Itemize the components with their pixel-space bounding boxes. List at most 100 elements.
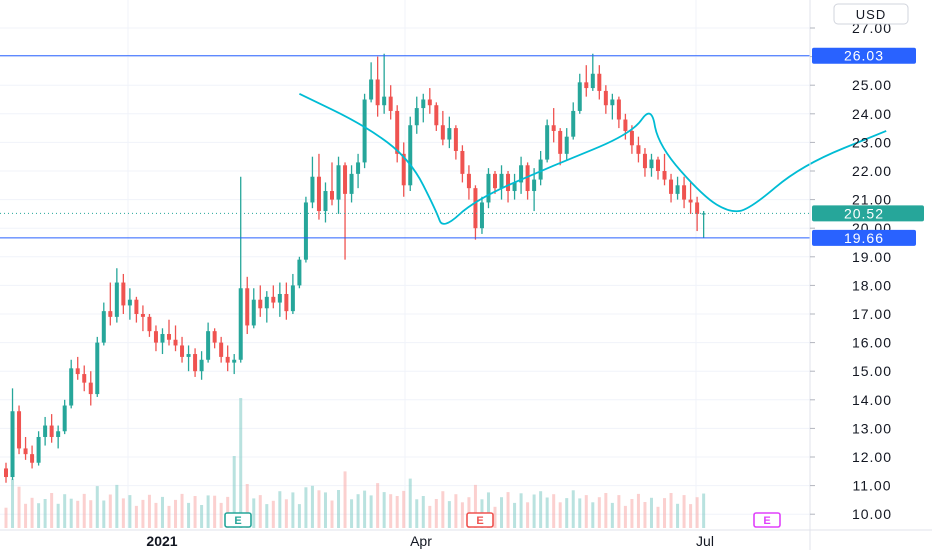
candle-body bbox=[193, 354, 198, 372]
candle-body bbox=[160, 334, 165, 343]
candle-body bbox=[532, 179, 537, 192]
volume-bar bbox=[160, 496, 164, 528]
volume-bar bbox=[689, 504, 693, 528]
volume-bar bbox=[63, 494, 67, 528]
volume-bar bbox=[102, 500, 106, 528]
volume-bar bbox=[428, 505, 432, 528]
currency-button[interactable]: USD bbox=[833, 3, 909, 25]
volume-bar bbox=[571, 490, 575, 528]
volume-bar bbox=[486, 492, 490, 528]
candle-body bbox=[232, 359, 237, 363]
horizontal-lines[interactable] bbox=[0, 55, 810, 239]
volume-bar bbox=[95, 486, 99, 528]
volume-bar bbox=[271, 500, 275, 528]
candle-body bbox=[499, 173, 504, 189]
projection-path[interactable] bbox=[299, 92, 887, 225]
volume-bar bbox=[350, 499, 354, 528]
volume-bar bbox=[473, 484, 477, 528]
candle-body bbox=[36, 436, 41, 463]
earnings-marker-label: E bbox=[763, 515, 770, 527]
candle-body bbox=[180, 345, 185, 357]
volume-bar bbox=[421, 496, 425, 528]
candle-body bbox=[571, 110, 576, 137]
candle-body bbox=[4, 468, 8, 478]
volume-bar bbox=[82, 493, 86, 528]
volume-bar bbox=[636, 493, 640, 528]
volume-bar bbox=[441, 491, 445, 528]
candle-body bbox=[225, 356, 230, 363]
volume-bar bbox=[213, 495, 217, 528]
candle-body bbox=[114, 282, 119, 317]
candle-body bbox=[682, 185, 687, 200]
volume-bar bbox=[369, 495, 373, 528]
candle-body bbox=[343, 165, 348, 194]
volume-bars bbox=[4, 398, 706, 528]
price-tick-label: 24.00 bbox=[852, 106, 892, 122]
candle-body bbox=[147, 316, 152, 332]
candle-body bbox=[584, 82, 589, 89]
earnings-marker[interactable]: E bbox=[753, 512, 781, 528]
candlesticks bbox=[4, 53, 706, 483]
volume-bar bbox=[297, 504, 301, 528]
candle-body bbox=[695, 202, 700, 214]
volume-bar bbox=[558, 502, 562, 528]
time-tick-label: 2021 bbox=[146, 533, 177, 549]
candle-body bbox=[506, 173, 511, 192]
earnings-marker[interactable]: E bbox=[466, 512, 494, 528]
volume-bar bbox=[434, 499, 438, 528]
candle-body bbox=[23, 448, 28, 455]
candle-body bbox=[264, 296, 269, 309]
candle-body bbox=[316, 176, 321, 212]
candle-body bbox=[649, 159, 654, 169]
candle-body bbox=[212, 331, 217, 343]
volume-bar bbox=[265, 504, 269, 528]
volume-bar bbox=[591, 502, 595, 528]
earnings-marker[interactable]: E bbox=[224, 512, 252, 528]
volume-bar bbox=[545, 497, 549, 528]
candle-body bbox=[538, 159, 543, 180]
price-tick-label: 10.00 bbox=[852, 506, 892, 522]
volume-bar bbox=[337, 490, 341, 528]
price-axis[interactable]: 27.0026.0025.0024.0023.0022.0021.0020.00… bbox=[810, 20, 892, 522]
candle-body bbox=[662, 171, 667, 180]
volume-bar bbox=[284, 499, 288, 528]
candle-body bbox=[512, 182, 517, 192]
volume-bar bbox=[167, 505, 171, 528]
volume-bar bbox=[30, 497, 34, 528]
candle-body bbox=[675, 185, 680, 194]
last-price-badge-label: 20.52 bbox=[844, 205, 884, 221]
candle-body bbox=[486, 173, 491, 203]
volume-bar bbox=[323, 492, 327, 528]
volume-bar bbox=[376, 483, 380, 528]
candle-body bbox=[167, 334, 171, 340]
candle-body bbox=[349, 173, 354, 194]
volume-bar bbox=[682, 495, 686, 528]
candle-body bbox=[656, 159, 660, 171]
candle-body bbox=[56, 431, 61, 437]
candle-body bbox=[369, 79, 374, 100]
volume-bar bbox=[415, 499, 419, 528]
time-axis[interactable]: 2021 Apr Jul bbox=[0, 529, 932, 549]
candle-body bbox=[466, 173, 471, 189]
volume-bar bbox=[623, 505, 627, 528]
volume-bar bbox=[656, 506, 660, 528]
volume-bar bbox=[252, 498, 256, 528]
candle-body bbox=[88, 382, 93, 395]
price-tick-label: 21.00 bbox=[852, 192, 892, 208]
volume-bar bbox=[356, 494, 360, 528]
volume-bar bbox=[239, 398, 243, 528]
volume-bar bbox=[11, 479, 15, 528]
volume-bar bbox=[115, 484, 119, 528]
volume-bar bbox=[304, 487, 308, 528]
volume-bar bbox=[578, 498, 582, 528]
volume-bar bbox=[702, 493, 706, 528]
candle-body bbox=[10, 411, 15, 478]
candle-body bbox=[479, 202, 484, 229]
volume-bar bbox=[519, 493, 523, 528]
candle-body bbox=[69, 368, 74, 406]
candle-body bbox=[636, 145, 641, 154]
volume-bar bbox=[676, 503, 680, 528]
volume-bar bbox=[317, 490, 321, 528]
